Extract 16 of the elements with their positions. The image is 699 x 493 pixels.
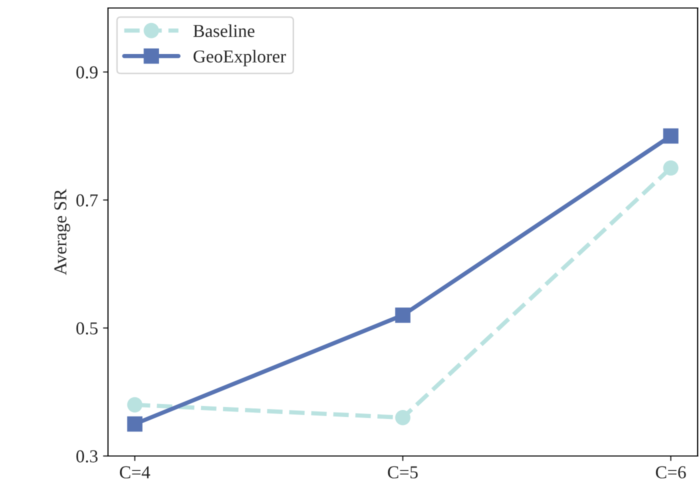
x-tick-label: C=5 [388,466,418,478]
y-tick-label: 0.7 [76,194,98,207]
point [395,410,410,426]
point [127,397,142,412]
y-axis-title: Average SR [54,188,70,276]
point [395,308,410,323]
y-tick-label: 0.9 [76,66,98,79]
point [127,416,142,432]
x-tick-label: C=6 [656,466,686,478]
point [663,160,678,176]
x-tick-label: C=4 [120,466,150,478]
y-tick-label: 0.3 [76,450,98,463]
point [663,128,678,144]
y-tick-label: 0.5 [76,322,98,335]
legend-label: Baseline [193,24,254,38]
legend-label: GeoExplorer [194,50,286,66]
